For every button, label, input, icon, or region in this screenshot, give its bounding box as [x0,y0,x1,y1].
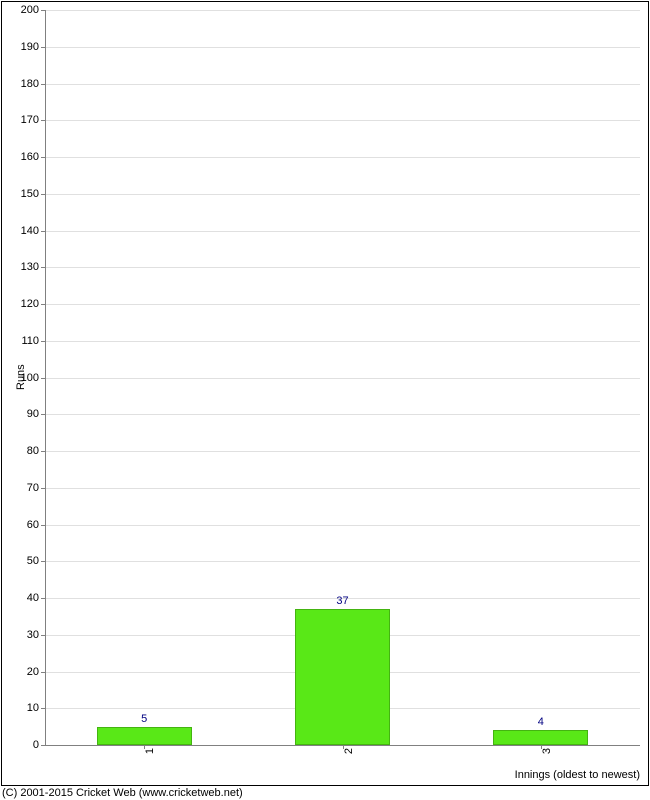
gridline [45,414,640,415]
gridline [45,451,640,452]
ytick-label: 10 [27,702,39,714]
gridline [45,378,640,379]
gridline [45,267,640,268]
chart-frame: 0102030405060708090100110120130140150160… [0,0,650,800]
ytick-label: 200 [21,4,39,16]
gridline [45,10,640,11]
ytick-label: 120 [21,298,39,310]
ytick-label: 190 [21,41,39,53]
y-axis-label: Runs [15,364,27,390]
copyright-text: (C) 2001-2015 Cricket Web (www.cricketwe… [2,787,243,799]
ytick-label: 150 [21,188,39,200]
gridline [45,47,640,48]
y-axis-line [45,10,46,745]
ytick-label: 20 [27,666,39,678]
xtick-label: 3 [541,748,553,754]
gridline [45,525,640,526]
ytick-label: 140 [21,225,39,237]
ytick-label: 60 [27,519,39,531]
plot-area: 0102030405060708090100110120130140150160… [45,10,640,745]
ytick-label: 110 [21,335,39,347]
ytick-label: 70 [27,482,39,494]
ytick-label: 30 [27,629,39,641]
xtick-label: 2 [343,748,355,754]
ytick-label: 170 [21,114,39,126]
gridline [45,561,640,562]
ytick-label: 0 [33,739,39,751]
ytick-label: 130 [21,261,39,273]
gridline [45,194,640,195]
ytick-label: 90 [27,408,39,420]
gridline [45,120,640,121]
gridline [45,488,640,489]
gridline [45,304,640,305]
gridline [45,341,640,342]
ytick-label: 160 [21,151,39,163]
ytick-label: 180 [21,78,39,90]
gridline [45,231,640,232]
gridline [45,84,640,85]
ytick-label: 40 [27,592,39,604]
gridline [45,157,640,158]
x-axis-label: Innings (oldest to newest) [515,769,640,781]
ytick-label: 80 [27,445,39,457]
xtick-label: 1 [144,748,156,754]
ytick-label: 50 [27,555,39,567]
bar-value-label: 37 [295,595,390,667]
